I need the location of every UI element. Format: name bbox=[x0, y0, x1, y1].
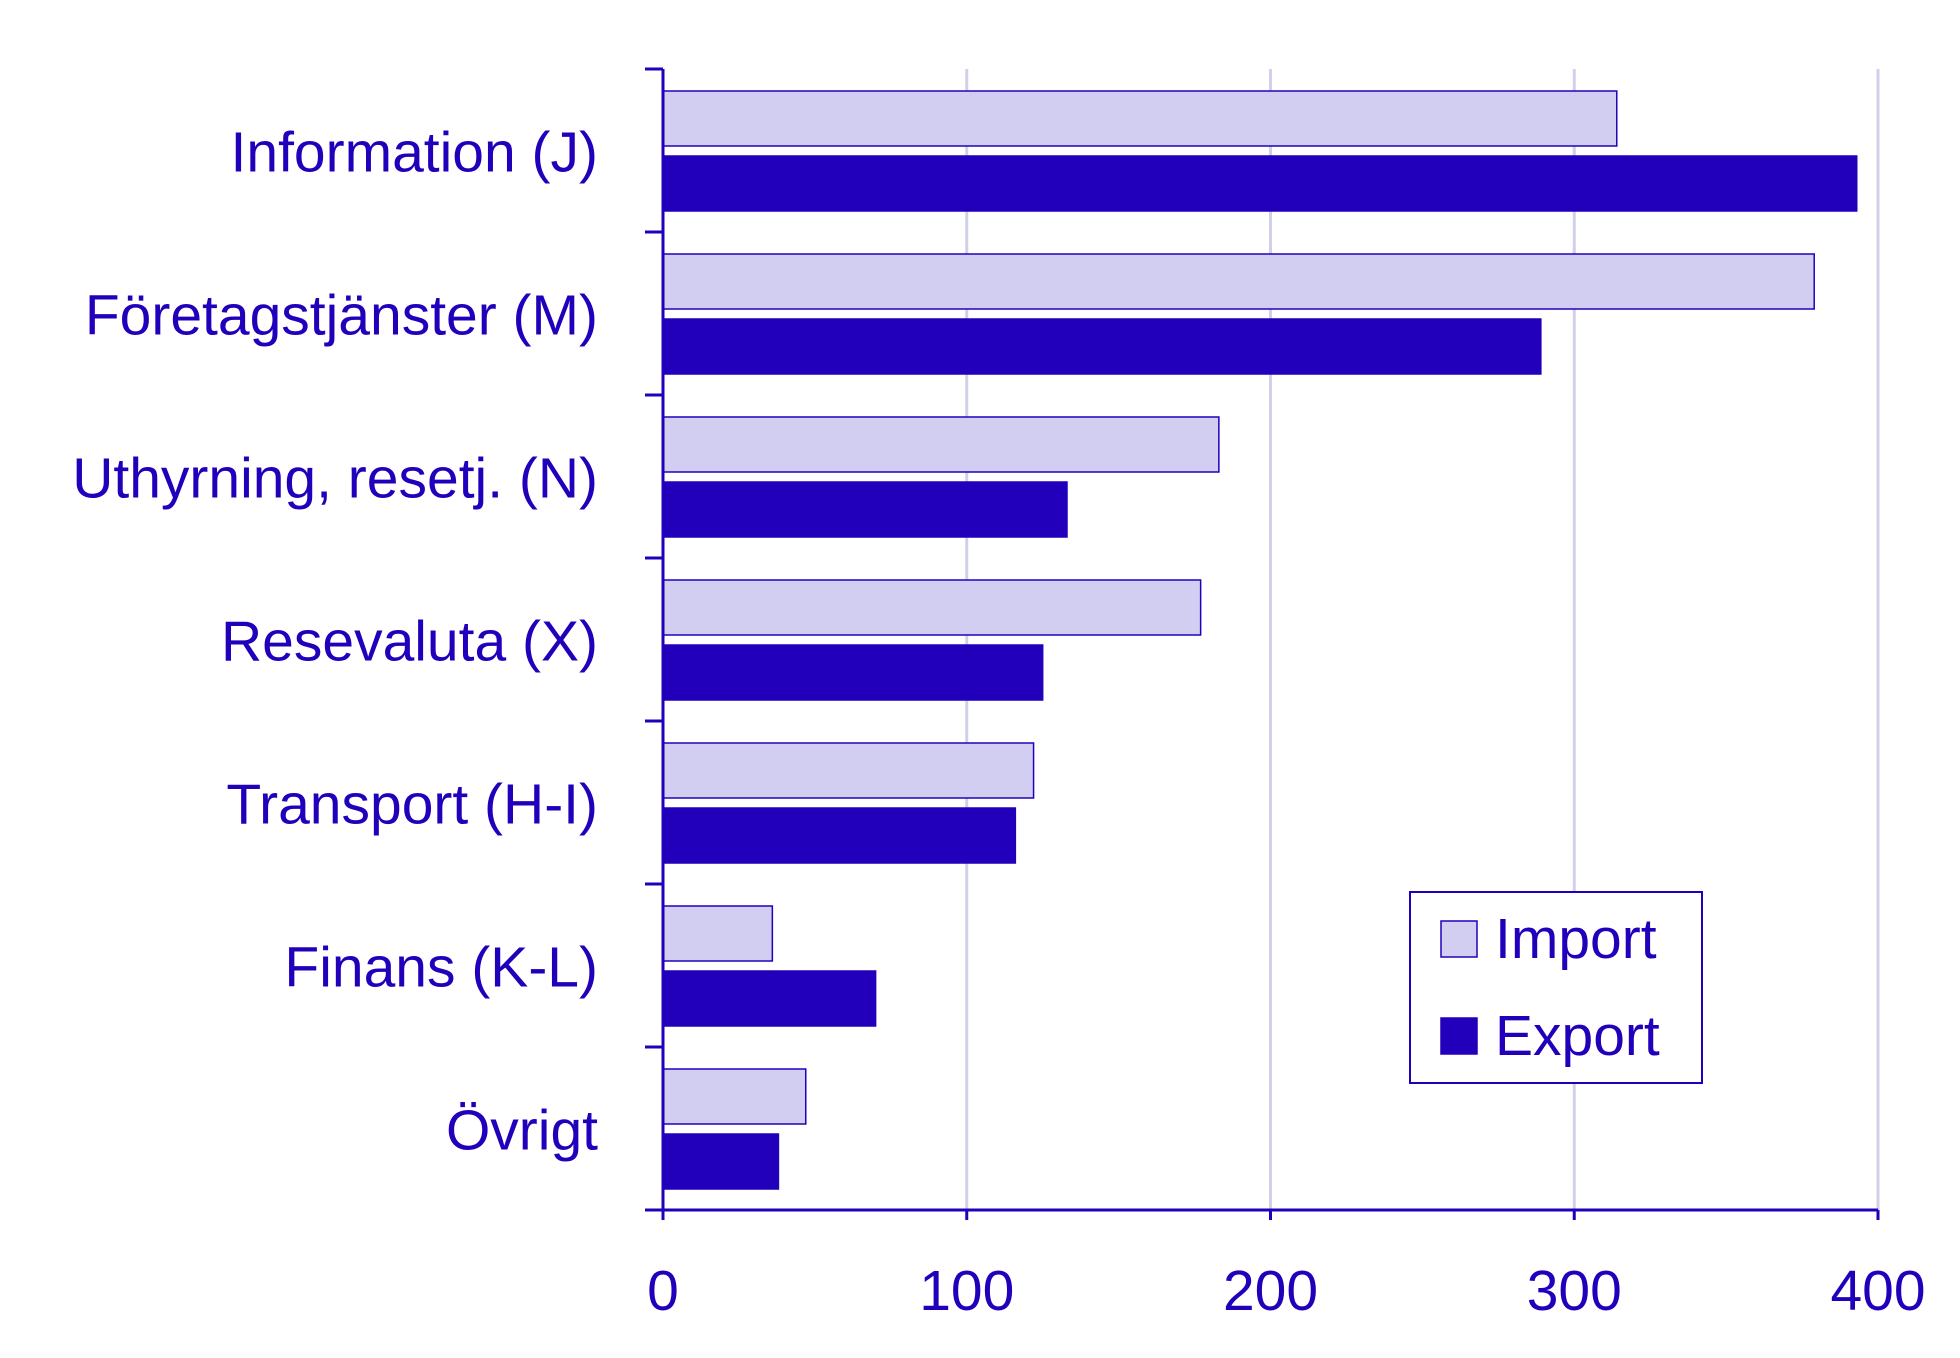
bar bbox=[662, 807, 1017, 864]
y-tick-label: Företagstjänster (M) bbox=[85, 284, 598, 348]
bar bbox=[662, 742, 1035, 799]
y-tick-label: Transport (H-I) bbox=[226, 773, 598, 837]
bar bbox=[662, 416, 1220, 473]
x-tick-label: 100 bbox=[919, 1259, 1014, 1323]
legend-swatch bbox=[1440, 920, 1478, 958]
bar bbox=[662, 644, 1044, 701]
bar bbox=[662, 905, 774, 962]
bar bbox=[662, 155, 1858, 212]
y-tick-label: Resevaluta (X) bbox=[221, 610, 598, 674]
y-tick-label: Övrigt bbox=[446, 1099, 598, 1163]
bar bbox=[662, 253, 1815, 310]
legend-label: Export bbox=[1495, 1004, 1660, 1068]
legend-swatch bbox=[1440, 1017, 1478, 1055]
y-tick-label: Uthyrning, resetj. (N) bbox=[72, 447, 598, 511]
x-tick-label: 400 bbox=[1830, 1259, 1925, 1323]
y-tick-label: Information (J) bbox=[231, 121, 598, 185]
y-tick-label: Finans (K-L) bbox=[284, 936, 598, 1000]
bar bbox=[662, 481, 1068, 538]
x-tick-label: 0 bbox=[647, 1259, 679, 1323]
x-tick-label: 200 bbox=[1223, 1259, 1318, 1323]
bar bbox=[662, 90, 1618, 147]
bar bbox=[662, 1133, 780, 1190]
bar bbox=[662, 1068, 807, 1125]
bar bbox=[662, 970, 877, 1027]
bar bbox=[662, 318, 1542, 375]
legend-label: Import bbox=[1495, 907, 1657, 971]
x-tick-label: 300 bbox=[1527, 1259, 1622, 1323]
bar bbox=[662, 579, 1202, 636]
